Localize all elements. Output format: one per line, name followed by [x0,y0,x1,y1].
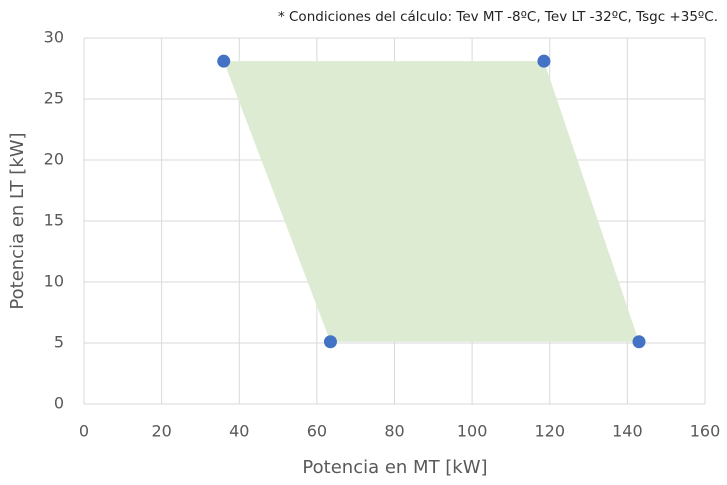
point [537,54,551,68]
x-tick-label: 60 [307,422,327,441]
point [632,335,646,349]
x-tick-label: 100 [457,422,488,441]
point [323,335,337,349]
y-axis-label: Potencia en LT [kW] [7,132,28,309]
y-tick-label: 5 [54,333,64,352]
x-tick-label: 120 [534,422,565,441]
x-tick-label: 80 [384,422,404,441]
y-tick-label: 30 [44,28,64,47]
point [217,54,231,68]
x-tick-label: 20 [151,422,171,441]
annotation: * Condiciones del cálculo: Tev MT -8ºC, … [278,9,718,25]
y-tick-label: 15 [44,211,64,230]
y-tick-label: 20 [44,150,64,169]
x-tick-label: 140 [612,422,643,441]
x-tick-label: 40 [229,422,249,441]
y-tick-label: 25 [44,89,64,108]
y-tick-label: 0 [54,394,64,413]
x-tick-label: 160 [690,422,721,441]
y-tick-label: 10 [44,272,64,291]
x-axis-label: Potencia en MT [kW] [302,457,487,478]
x-tick-label: 0 [79,422,89,441]
area [223,61,640,342]
